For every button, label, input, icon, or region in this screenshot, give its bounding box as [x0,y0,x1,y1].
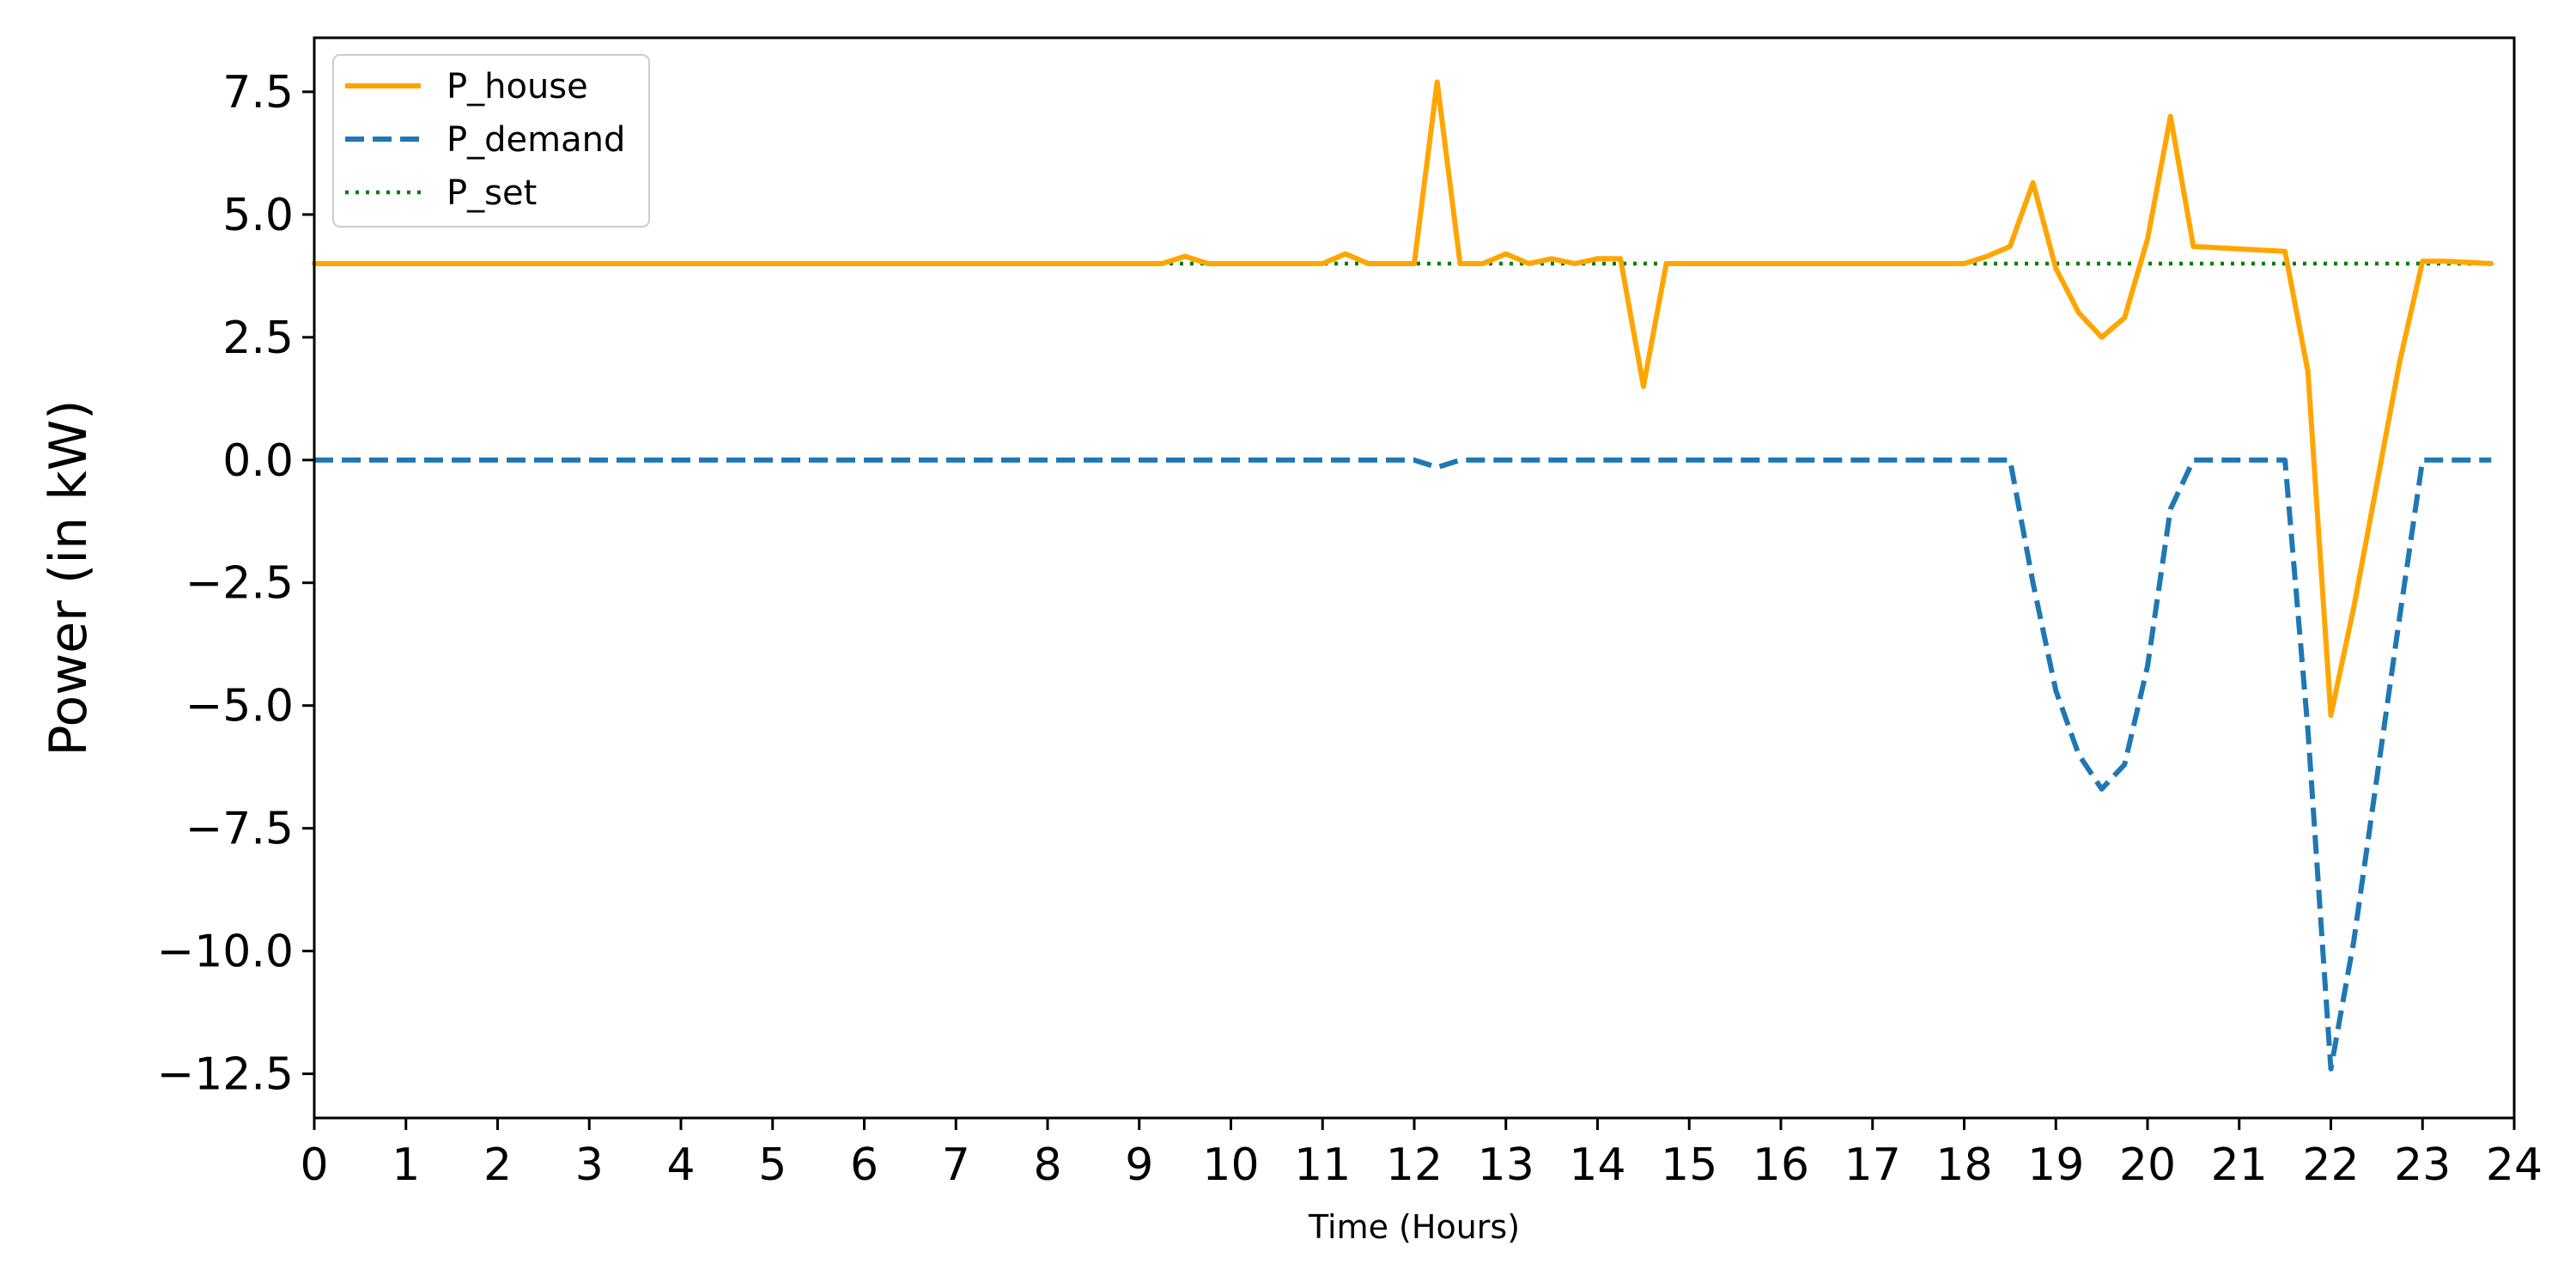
x-tick-label: 15 [1661,1139,1717,1191]
x-tick-label: 19 [2027,1139,2084,1191]
y-tick-label: −10.0 [157,927,294,978]
x-tick-label: 22 [2302,1139,2359,1191]
legend-box [332,54,650,228]
y-tick-label: 0.0 [222,435,294,487]
y-tick-label: 7.5 [222,67,294,118]
legend-label: P_demand [447,120,625,160]
legend-label: P_house [447,67,588,106]
series-line-p-house [312,79,2494,719]
y-axis-label: Power (in kW) [39,399,99,756]
x-tick-label: 4 [666,1139,695,1191]
legend: P_house P_demand P_set [332,54,650,228]
x-tick-label: 5 [758,1139,787,1191]
x-tick-label: 8 [1033,1139,1061,1191]
x-axis-label: Time (Hours) [1308,1208,1520,1246]
y-axis: 7.5 5.0 2.5 0.0 −2.5 −5.0 −7.5 −10.0 −12.5 [157,67,314,1101]
x-tick-label: 24 [2486,1139,2543,1191]
legend-label: P_set [447,173,537,213]
x-tick-label: 12 [1386,1139,1443,1191]
x-tick-label: 0 [300,1139,328,1191]
y-tick-label: −7.5 [185,804,294,855]
x-tick-label: 3 [575,1139,604,1191]
x-tick-label: 10 [1202,1139,1259,1191]
x-tick-label: 21 [2211,1139,2268,1191]
x-axis: 0 1 2 3 4 5 6 7 8 9 10 11 12 13 14 15 16 17 18 19 20 21 22 23 24 [300,1118,2543,1191]
x-tick-label: 7 [942,1139,970,1191]
x-tick-label: 16 [1753,1139,1809,1191]
x-tick-label: 2 [483,1139,512,1191]
y-tick-label: −12.5 [157,1049,294,1101]
x-tick-label: 13 [1478,1139,1534,1191]
x-tick-label: 9 [1125,1139,1153,1191]
x-tick-label: 17 [1844,1139,1901,1191]
x-tick-label: 1 [392,1139,420,1191]
x-tick-label: 23 [2394,1139,2451,1191]
x-tick-label: 20 [2119,1139,2176,1191]
series-layer [312,79,2494,1072]
x-tick-label: 11 [1294,1139,1351,1191]
x-tick-label: 14 [1569,1139,1625,1191]
x-tick-label: 18 [1935,1139,1992,1191]
y-tick-label: 2.5 [222,313,294,364]
y-tick-label: −5.0 [185,681,294,732]
series-line-p-demand [314,457,2492,1072]
x-tick-label: 6 [850,1139,878,1191]
y-tick-label: 5.0 [222,190,294,241]
y-tick-label: −2.5 [185,558,294,610]
